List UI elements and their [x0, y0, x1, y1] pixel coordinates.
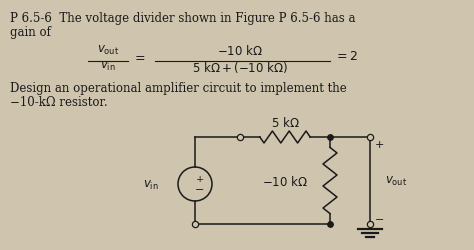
Text: $-10\ {\rm k}\Omega$: $-10\ {\rm k}\Omega$ — [262, 174, 308, 188]
Text: +: + — [375, 140, 384, 149]
Text: $v_{\rm out}$: $v_{\rm out}$ — [97, 44, 119, 57]
Text: P 6.5-6  The voltage divider shown in Figure P 6.5-6 has a: P 6.5-6 The voltage divider shown in Fig… — [10, 12, 356, 25]
Text: $v_{\rm in}$: $v_{\rm in}$ — [143, 178, 159, 191]
Text: gain of: gain of — [10, 26, 51, 39]
Text: $=$: $=$ — [132, 50, 146, 63]
Text: −: − — [195, 184, 204, 194]
Text: −10-kΩ resistor.: −10-kΩ resistor. — [10, 96, 108, 108]
Text: $= 2$: $= 2$ — [334, 50, 358, 63]
Text: $5\ {\rm k}\Omega$: $5\ {\rm k}\Omega$ — [271, 116, 300, 130]
Text: $5\ {\rm k}\Omega + (-10\ {\rm k}\Omega)$: $5\ {\rm k}\Omega + (-10\ {\rm k}\Omega)… — [192, 60, 288, 75]
Text: +: + — [196, 175, 204, 184]
Text: $v_{\rm in}$: $v_{\rm in}$ — [100, 60, 116, 73]
Text: −: − — [375, 214, 384, 224]
Text: $v_{\rm out}$: $v_{\rm out}$ — [385, 174, 407, 187]
Text: Design an operational amplifier circuit to implement the: Design an operational amplifier circuit … — [10, 82, 347, 94]
Text: $-10\ {\rm k}\Omega$: $-10\ {\rm k}\Omega$ — [217, 44, 263, 58]
